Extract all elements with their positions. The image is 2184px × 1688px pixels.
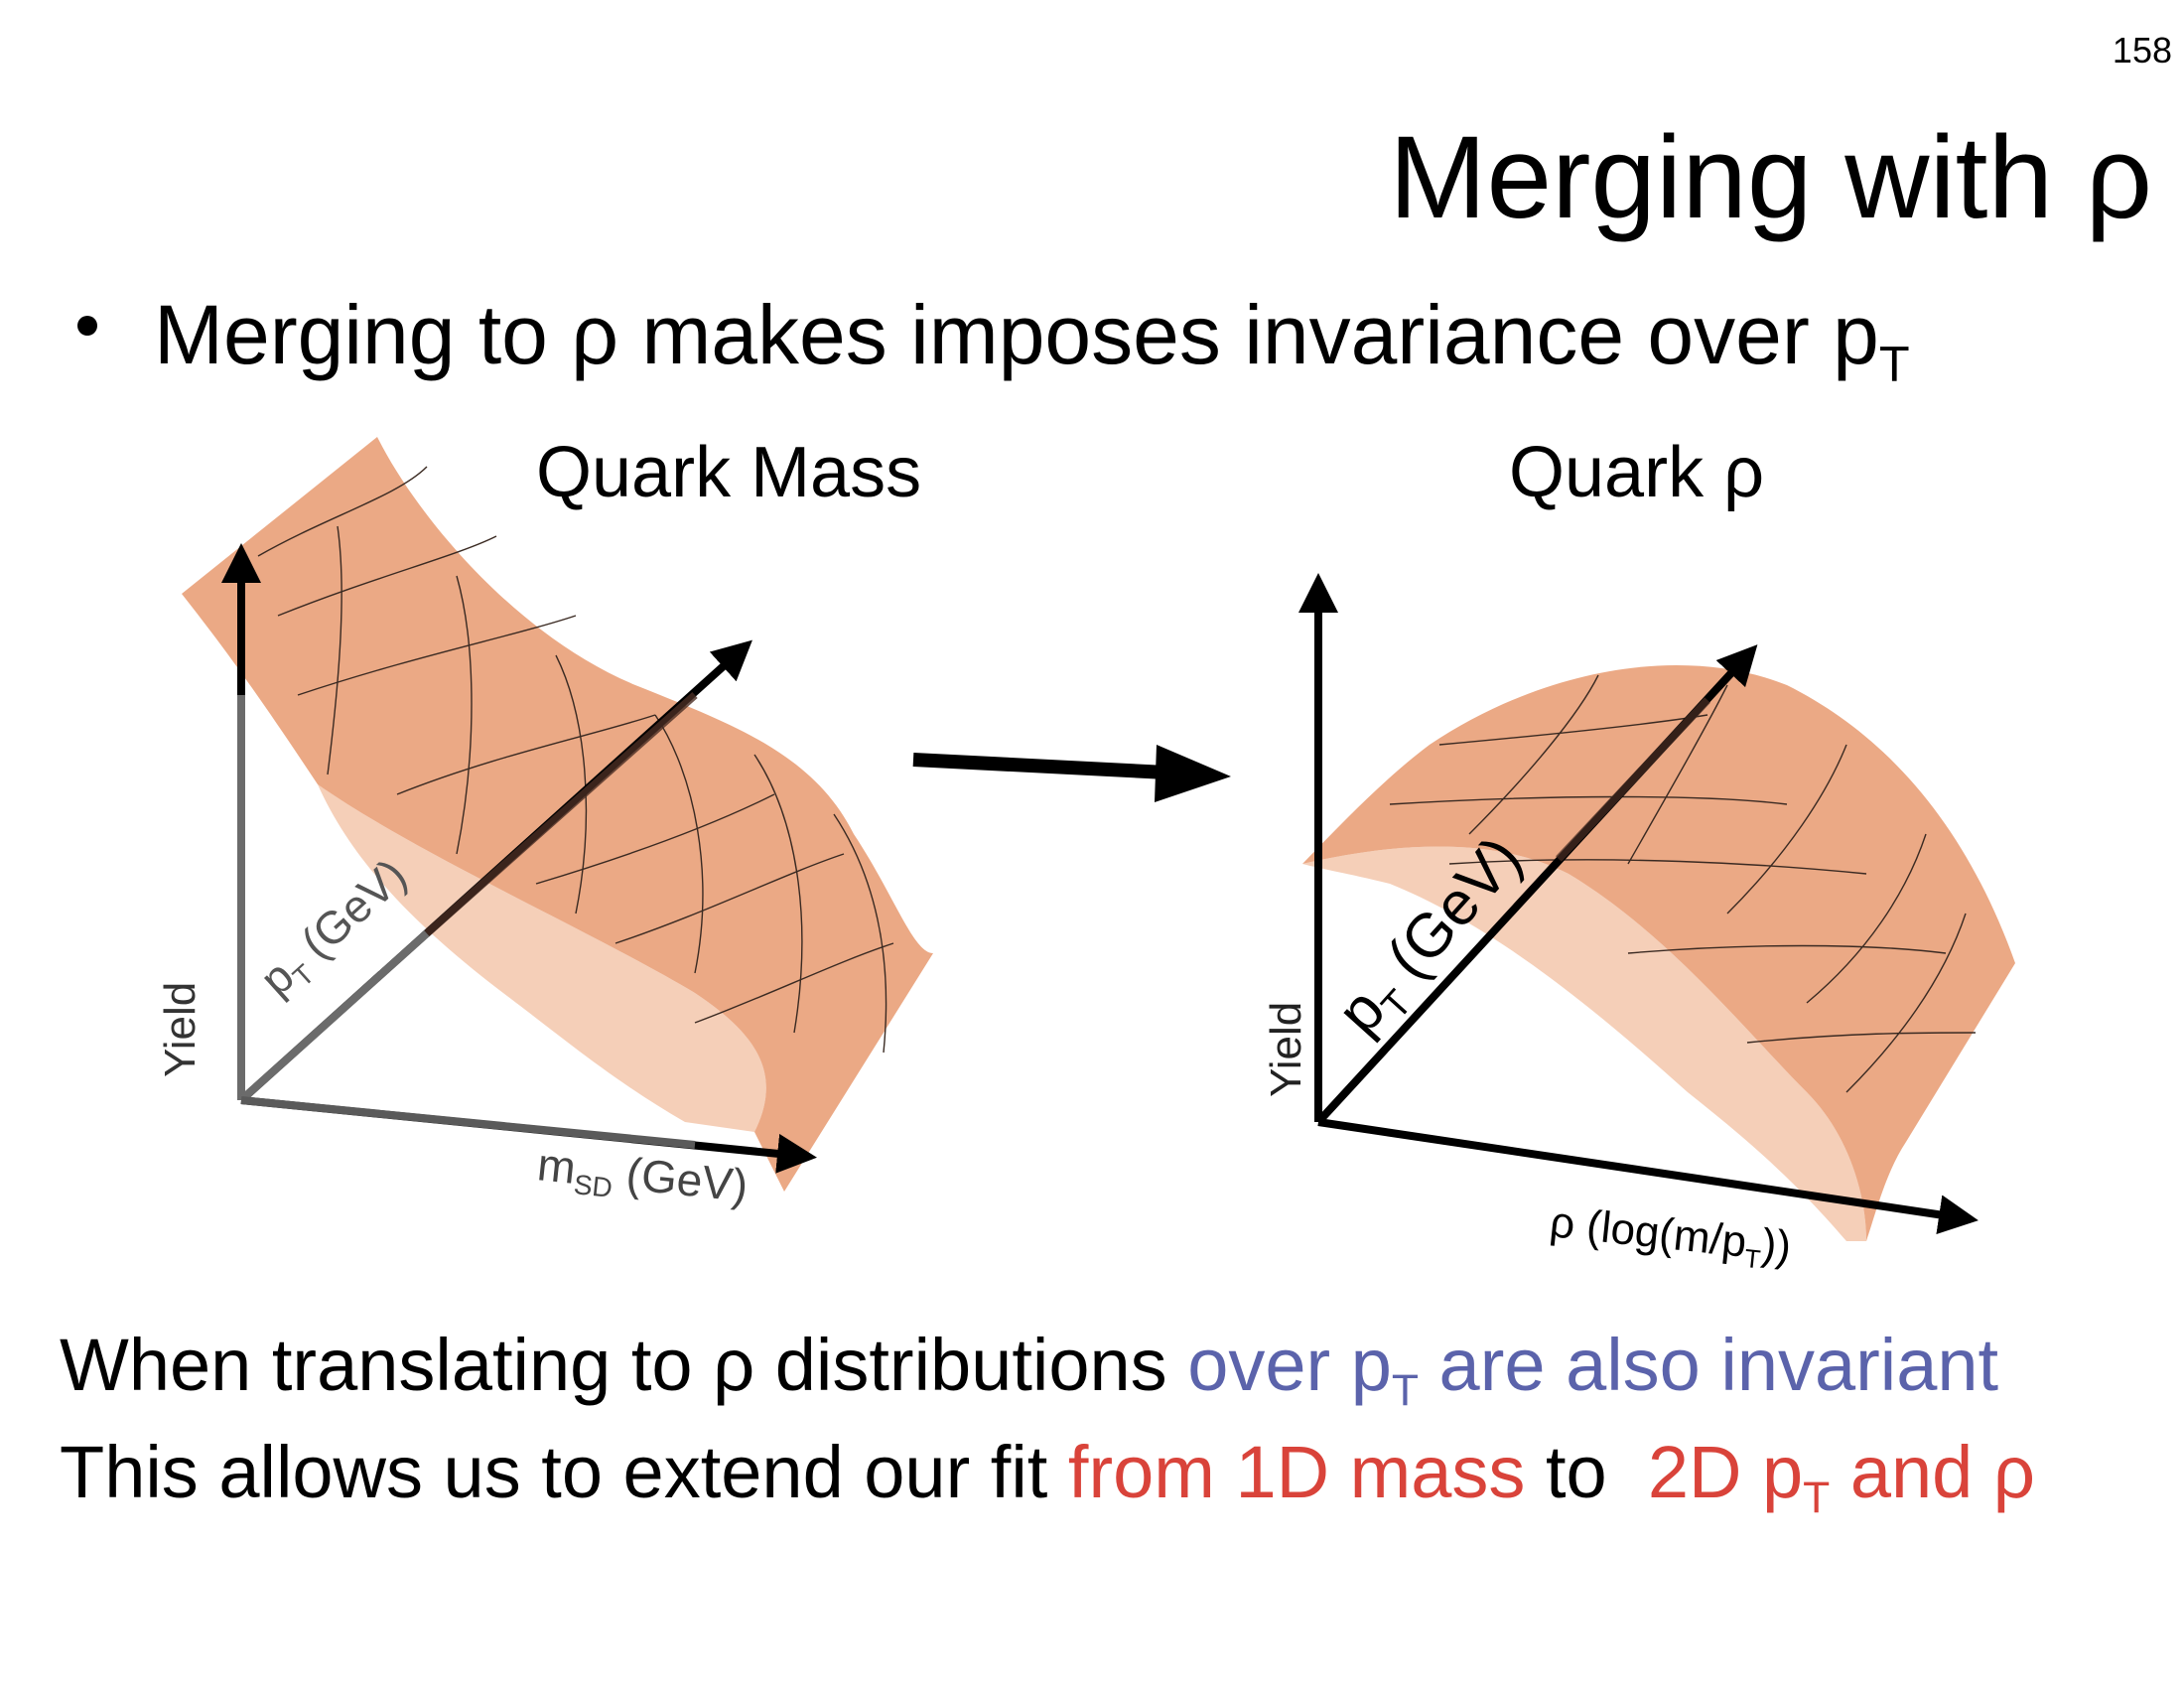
left-surface-underside — [318, 784, 766, 1132]
summary-line-1: When translating to ρ distributions over… — [60, 1329, 1998, 1414]
right-surface-top — [1302, 665, 2015, 1241]
slide-title: Merging with ρ — [1389, 112, 2152, 243]
transform-arrow — [912, 745, 1231, 802]
left-pt-axis-shaded — [238, 930, 430, 1103]
right-panel-heading: Quark ρ — [1509, 433, 1765, 512]
bullet-text-main: Merging to ρ makes imposes invariance ov… — [154, 288, 1879, 381]
left-axes — [221, 543, 817, 1174]
summary-line-2-black-pre: This allows us to extend our fit — [60, 1431, 1068, 1513]
right-x-axis — [1317, 1118, 1979, 1235]
summary-line-1-blue-pre: over p — [1187, 1324, 1392, 1406]
right-axes — [1298, 573, 1979, 1235]
left-surface-grid — [257, 466, 894, 1054]
right-surface — [1302, 665, 2015, 1241]
page-number: 158 — [2112, 30, 2172, 70]
left-y-axis-label: Yield — [156, 982, 205, 1077]
summary-line-1-black: When translating to ρ distributions — [60, 1324, 1188, 1406]
summary-line-2-red-2-post: and ρ — [1830, 1431, 2035, 1513]
right-surface-grid — [1389, 674, 1977, 1093]
summary-line-2-red-1: from 1D mass — [1067, 1431, 1526, 1513]
left-x-axis-shaded — [240, 1096, 696, 1149]
right-x-axis-label: ρ (log(m/pT)) — [1547, 1197, 1793, 1277]
summary-line-1-blue-sub: T — [1391, 1366, 1419, 1416]
right-pt-axis-behind — [1556, 697, 1710, 862]
bullet-point — [77, 316, 97, 336]
summary-line-2-black-mid: to — [1525, 1431, 1648, 1513]
bullet-text-subscript: T — [1878, 335, 1910, 392]
summary-line-2-red-2-pre: 2D p — [1647, 1431, 1804, 1513]
bullet-text: Merging to ρ makes imposes invariance ov… — [154, 293, 1910, 388]
right-y-axis-label: Yield — [1262, 1002, 1310, 1097]
left-pt-axis-label: pT (GeV) — [250, 849, 420, 1010]
right-surface-underside — [1302, 846, 1866, 1241]
left-panel-heading: Quark Mass — [536, 433, 922, 512]
left-pt-axis-behind — [424, 692, 698, 936]
summary-line-2-red-2-sub: T — [1803, 1474, 1831, 1523]
summary-line-1-blue-post: are also invariant — [1419, 1324, 1999, 1406]
summary-line-2: This allows us to extend our fit from 1D… — [60, 1436, 2035, 1521]
